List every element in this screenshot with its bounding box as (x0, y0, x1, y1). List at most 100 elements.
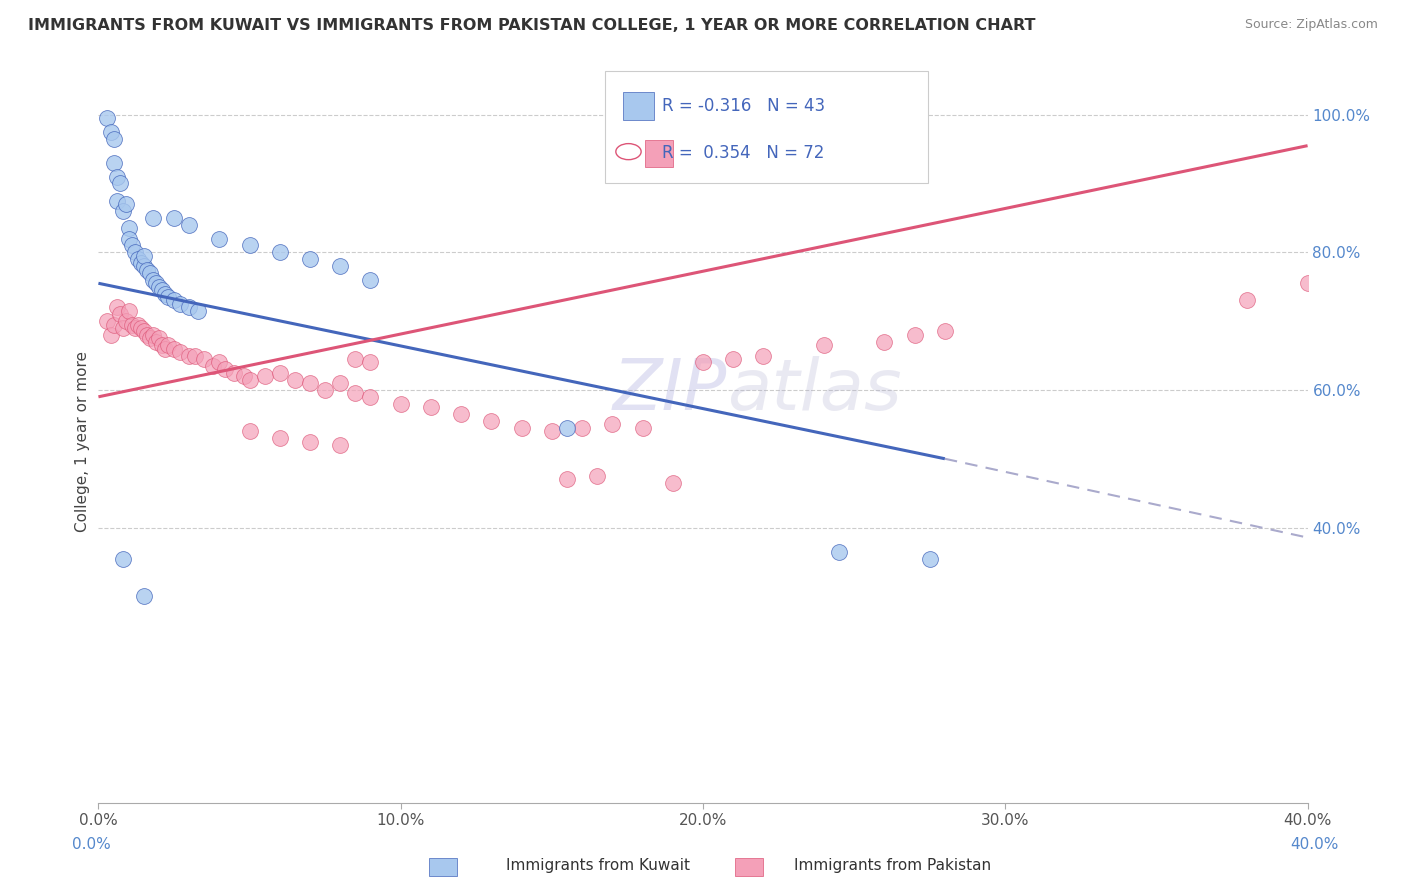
Point (344, 386, 367, 401)
Point (360, 390, 382, 404)
Point (224, 366, 246, 380)
Point (100, 125, 122, 139)
Text: R = -0.316   N = 43: R = -0.316 N = 43 (662, 97, 825, 115)
Point (389, 397, 412, 411)
Point (934, 325, 956, 339)
Point (179, 349, 201, 363)
Point (145, 277, 167, 291)
Point (148, 331, 170, 345)
Point (145, 334, 167, 349)
Point (163, 342, 186, 356)
Point (118, 231, 141, 245)
Point (103, 318, 125, 332)
Point (163, 211, 186, 225)
Point (127, 252, 149, 267)
Point (202, 359, 225, 373)
Point (904, 327, 927, 342)
Text: IMMIGRANTS FROM KUWAIT VS IMMIGRANTS FROM PAKISTAN COLLEGE, 1 YEAR OR MORE CORRE: IMMIGRANTS FROM KUWAIT VS IMMIGRANTS FRO… (28, 18, 1036, 33)
Point (132, 325, 155, 339)
Point (135, 262, 157, 277)
Point (214, 362, 236, 376)
Point (108, 307, 131, 321)
Point (540, 424, 562, 438)
Point (208, 231, 231, 245)
Point (360, 355, 382, 369)
Point (153, 342, 176, 356)
Point (118, 221, 141, 235)
Point (114, 197, 136, 211)
Point (329, 376, 352, 390)
Point (344, 351, 367, 366)
Point (108, 177, 131, 191)
Point (118, 303, 141, 318)
Point (193, 351, 215, 366)
Point (100, 327, 122, 342)
Point (692, 355, 714, 369)
Point (555, 421, 578, 435)
Point (127, 318, 149, 332)
Text: 0.0%: 0.0% (72, 838, 111, 852)
Point (156, 290, 179, 304)
Point (450, 407, 472, 421)
Point (179, 301, 201, 315)
Text: 40.0%: 40.0% (1291, 838, 1339, 852)
Text: Immigrants from Pakistan: Immigrants from Pakistan (794, 858, 991, 872)
Point (150, 283, 173, 297)
Point (96, 314, 118, 328)
Point (329, 259, 352, 273)
Point (239, 238, 262, 252)
Point (269, 366, 291, 380)
Point (723, 351, 745, 366)
Text: Immigrants from Kuwait: Immigrants from Kuwait (506, 858, 690, 872)
Point (105, 194, 128, 208)
Point (111, 551, 134, 566)
Point (232, 369, 254, 384)
Point (269, 245, 291, 260)
Point (179, 218, 201, 232)
Point (420, 400, 443, 414)
Point (329, 438, 352, 452)
Point (135, 327, 157, 342)
Point (314, 383, 336, 397)
Point (360, 273, 382, 287)
Point (129, 321, 152, 335)
Point (150, 338, 173, 352)
Text: R =  0.354   N = 72: R = 0.354 N = 72 (662, 145, 824, 162)
Point (828, 544, 851, 558)
Point (169, 345, 191, 359)
Point (132, 249, 155, 263)
Point (124, 245, 146, 260)
Point (571, 421, 593, 435)
Point (299, 376, 322, 390)
Point (253, 369, 276, 384)
Point (103, 156, 125, 170)
Point (124, 321, 146, 335)
Point (103, 132, 125, 146)
Point (142, 327, 165, 342)
Text: Source: ZipAtlas.com: Source: ZipAtlas.com (1244, 18, 1378, 31)
Point (269, 431, 291, 445)
Point (208, 355, 231, 369)
Point (156, 338, 179, 352)
Point (96, 111, 118, 125)
Point (105, 301, 128, 315)
Point (481, 414, 503, 428)
Point (586, 469, 609, 483)
Point (299, 434, 322, 449)
Point (239, 373, 262, 387)
Point (1236, 293, 1258, 308)
Y-axis label: College, 1 year or more: College, 1 year or more (75, 351, 90, 532)
Point (142, 211, 165, 225)
Text: atlas: atlas (727, 357, 901, 425)
Point (148, 279, 170, 293)
Point (132, 590, 155, 604)
Point (239, 424, 262, 438)
Point (111, 321, 134, 335)
Point (1296, 277, 1319, 291)
Point (873, 334, 896, 349)
Point (121, 238, 143, 252)
Point (163, 293, 186, 308)
Point (129, 255, 152, 269)
Point (139, 266, 162, 280)
Text: ZIP: ZIP (613, 357, 727, 425)
